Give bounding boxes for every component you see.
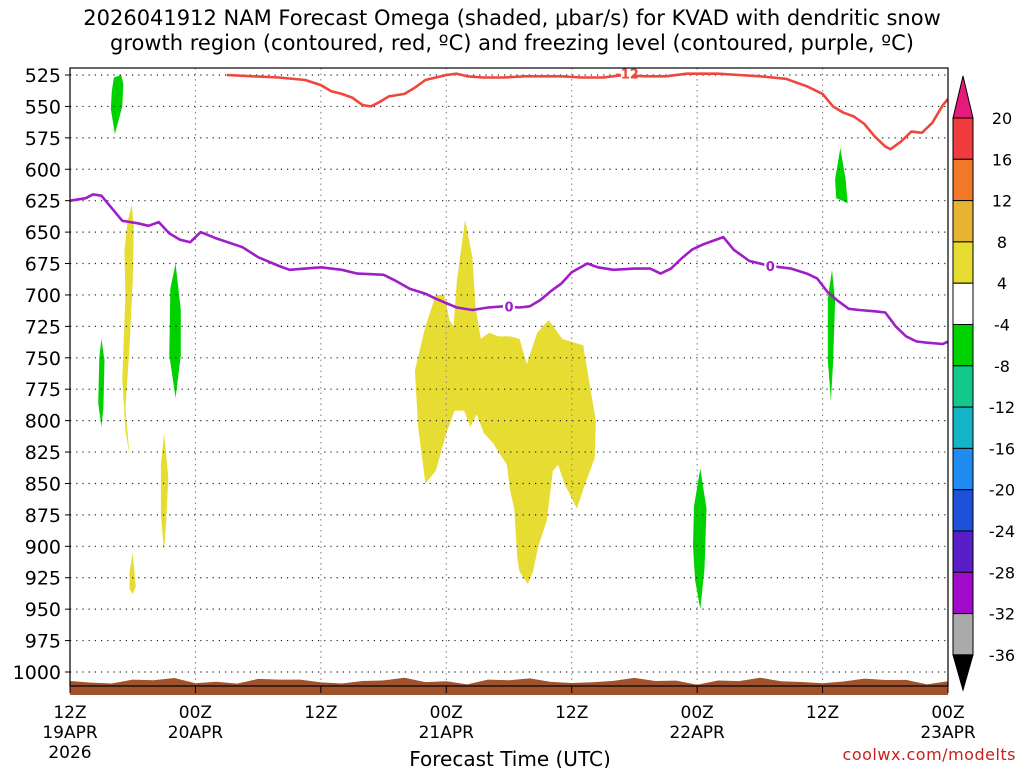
colorbar-label: -32 <box>989 605 1015 624</box>
colorbar-swatch <box>952 530 974 573</box>
omega-fill-8 <box>693 468 707 610</box>
x-tick-label: 2026 <box>48 743 91 763</box>
contour-freezing <box>70 193 948 346</box>
x-tick-label: 00Z <box>931 703 964 723</box>
colorbar-swatch <box>952 571 974 615</box>
contour-label-bg <box>503 299 515 313</box>
y-tick-525: 525 <box>25 65 61 87</box>
colorbar-swatch <box>952 324 974 367</box>
y-tick-800: 800 <box>25 411 61 433</box>
colorbar-swatch <box>952 200 974 243</box>
colorbar-swatch <box>952 365 974 408</box>
x-tick-label: 00Z <box>681 703 714 723</box>
y-tick-725: 725 <box>25 316 61 338</box>
x-tick-label: 23APR <box>920 723 976 743</box>
y-tick-575: 575 <box>25 128 61 150</box>
colorbar-label: -8 <box>994 357 1010 376</box>
y-tick-600: 600 <box>25 159 61 181</box>
colorbar-label: 8 <box>997 233 1007 252</box>
contour-label-bg <box>764 259 777 273</box>
y-tick-900: 900 <box>25 536 61 558</box>
colorbar-swatch <box>952 282 974 326</box>
x-tick-label: 20APR <box>168 723 224 743</box>
plot-border <box>69 67 949 687</box>
colorbar: 20 16 12 8 4 -4 -8 -12 -16 -20 -24 -28 -32 -36 <box>952 75 1015 692</box>
colorbar-label: 4 <box>997 274 1007 293</box>
x-axis-label: Forecast Time (UTC) <box>409 747 611 768</box>
colorbar-swatch <box>952 117 974 160</box>
omega-fill-3 <box>98 338 105 427</box>
omega-fill-5 <box>160 433 169 552</box>
contour-label-bg <box>621 68 634 80</box>
chart-title: 2026041912 NAM Forecast Omega (shaded, μ… <box>0 6 1024 56</box>
omega-fill-7 <box>414 219 596 584</box>
x-tick-label: 12Z <box>806 703 839 723</box>
colorbar-swatch <box>952 613 974 656</box>
chart-title-line1: 2026041912 NAM Forecast Omega (shaded, μ… <box>83 6 941 30</box>
x-tick-label: 00Z <box>430 703 463 723</box>
contour-lines: -12 0 0 <box>70 68 948 346</box>
colorbar-label: -36 <box>989 646 1015 665</box>
y-tick-625: 625 <box>25 191 61 213</box>
colorbar-swatch <box>952 158 974 202</box>
y-tick-875: 875 <box>25 505 61 527</box>
x-tick-label: 12Z <box>555 703 588 723</box>
colorbar-label: -4 <box>994 316 1010 335</box>
colorbar-label: 12 <box>992 192 1012 211</box>
plot-frame <box>69 67 949 687</box>
omega-fill-1 <box>110 75 124 135</box>
credit-text: coolwx.com/modelts <box>842 745 1016 764</box>
y-tick-700: 700 <box>25 285 61 307</box>
contour-dgz <box>226 72 948 151</box>
omega-fill-4 <box>169 263 181 398</box>
colorbar-label: -16 <box>989 439 1015 458</box>
colorbar-label: -12 <box>989 398 1015 417</box>
contour-label: 0 <box>766 260 775 275</box>
y-tick-550: 550 <box>25 96 61 118</box>
colorbar-label: -28 <box>989 563 1015 582</box>
colorbar-label: 20 <box>992 109 1012 128</box>
y-tick-750: 750 <box>25 348 61 370</box>
contour-label: -12 <box>615 68 639 83</box>
x-tick-label: 12Z <box>304 703 337 723</box>
y-tick-975: 975 <box>25 631 61 653</box>
colorbar-label: 16 <box>992 150 1012 169</box>
colorbar-bottom-arrow <box>952 654 974 692</box>
x-tick-label: 00Z <box>179 703 212 723</box>
y-tick-925: 925 <box>25 568 61 590</box>
colorbar-swatch <box>952 241 974 284</box>
omega-fill-2 <box>122 204 134 456</box>
colorbar-swatch <box>952 489 974 532</box>
omega-fill-10 <box>827 269 836 401</box>
colorbar-label: -20 <box>989 481 1015 500</box>
y-tick-1000: 1000 <box>13 662 61 684</box>
chart-title-line2: growth region (contoured, red, ºC) and f… <box>110 31 914 55</box>
colorbar-label: -24 <box>989 522 1015 541</box>
x-tick-label: 22APR <box>669 723 725 743</box>
omega-fill-9 <box>835 147 848 204</box>
x-tick-label: 12Z <box>53 703 86 723</box>
y-tick-775: 775 <box>25 379 61 401</box>
y-tick-950: 950 <box>25 599 61 621</box>
y-tick-650: 650 <box>25 222 61 244</box>
y-tick-675: 675 <box>25 254 61 276</box>
x-tick-label: 19APR <box>42 723 98 743</box>
omega-shading <box>98 75 848 610</box>
colorbar-swatch <box>952 447 974 491</box>
colorbar-swatch <box>952 406 974 449</box>
colorbar-top-arrow <box>952 75 974 119</box>
y-tick-labels: 525 550 575 600 625 650 675 700 725 750 775 800 825 8… <box>13 65 70 684</box>
contour-label: 0 <box>504 300 513 315</box>
omega-fill-6 <box>129 552 136 595</box>
y-tick-850: 850 <box>25 473 61 495</box>
y-tick-825: 825 <box>25 442 61 464</box>
x-tick-label: 21APR <box>419 723 475 743</box>
